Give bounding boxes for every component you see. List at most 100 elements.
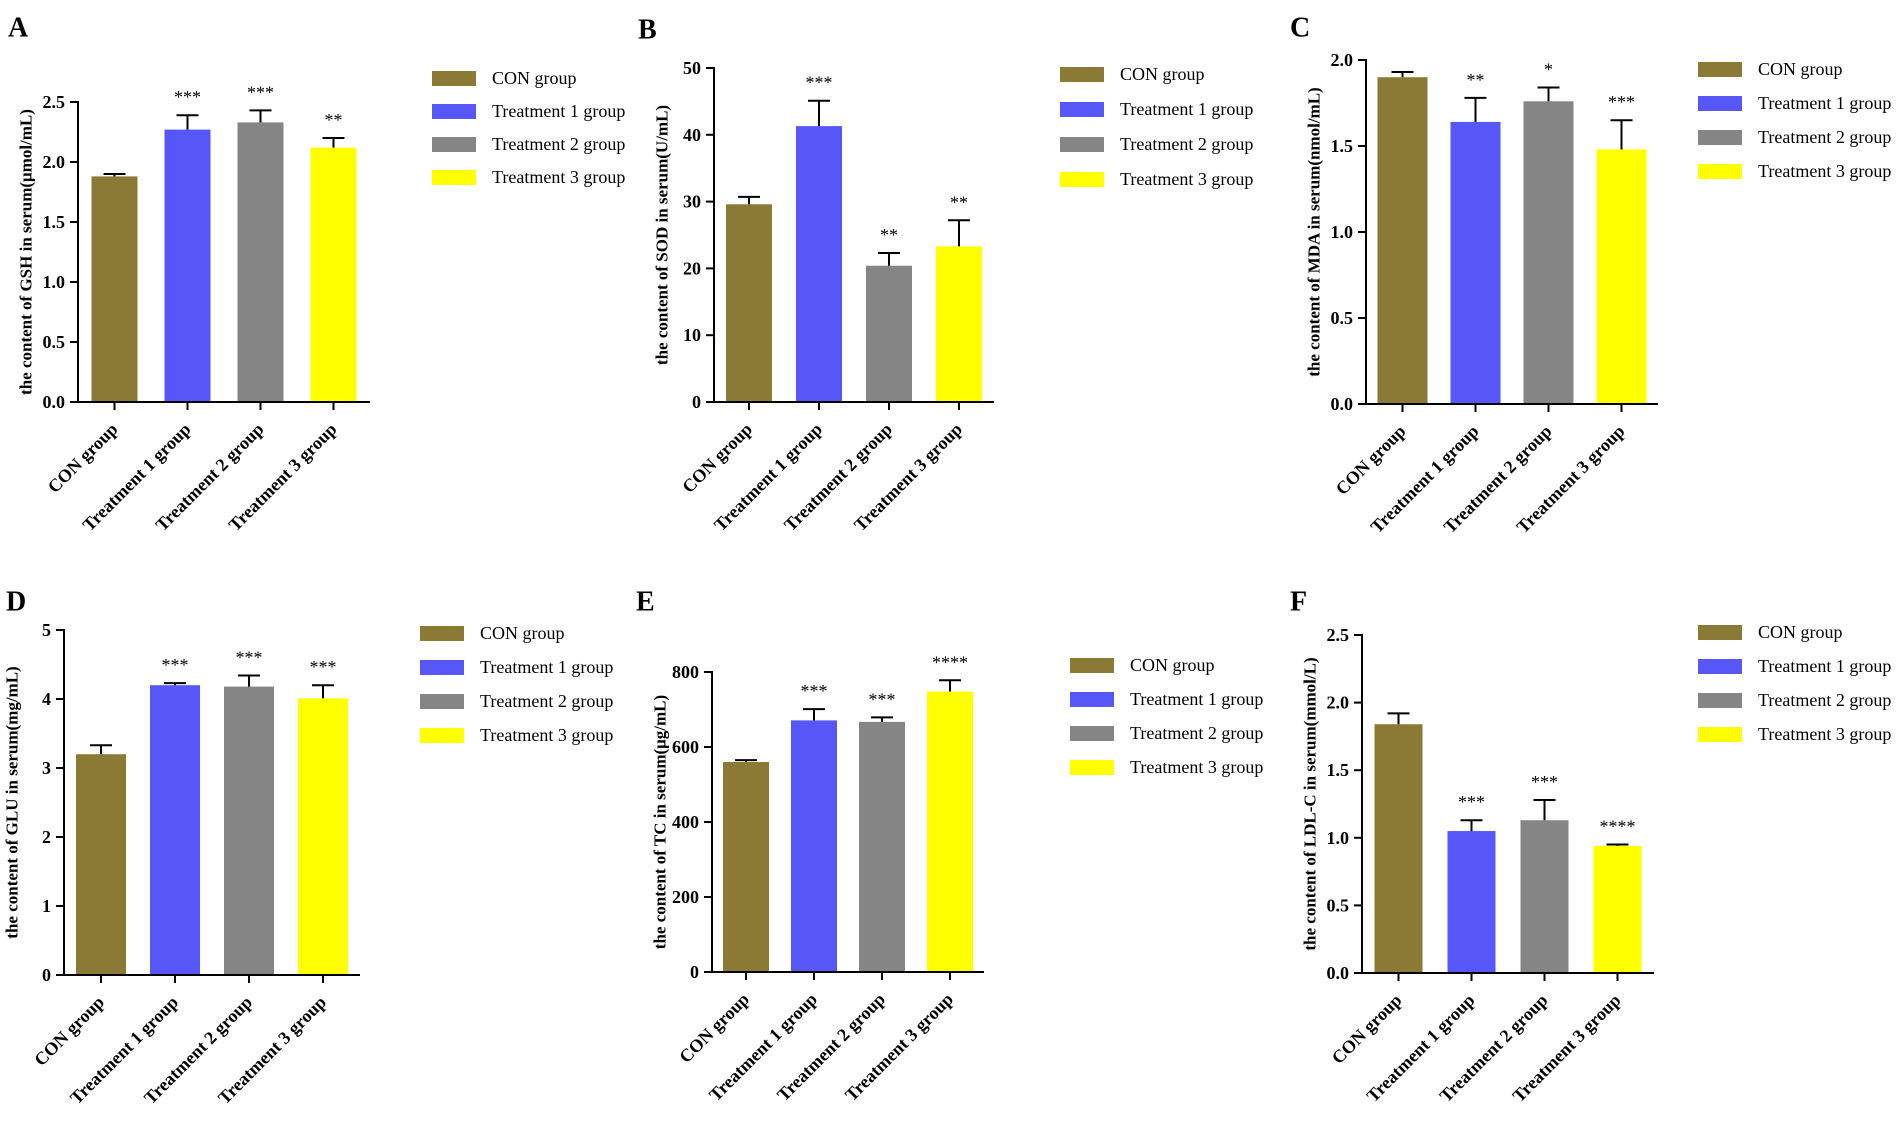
legend-label: Treatment 2 group xyxy=(1758,690,1891,710)
y-tick-label: 2.0 xyxy=(43,152,66,172)
legend-label: CON group xyxy=(1120,64,1205,84)
legend-label: Treatment 1 group xyxy=(1758,93,1891,113)
legend-swatch xyxy=(1698,659,1742,674)
legend-swatch xyxy=(1698,62,1742,77)
y-tick-label: 0.5 xyxy=(43,332,66,352)
significance-label: **** xyxy=(932,652,968,672)
bar xyxy=(91,176,138,402)
y-tick-label: 1.0 xyxy=(43,272,66,292)
legend-label: CON group xyxy=(1758,622,1843,642)
y-tick-label: 1.0 xyxy=(1327,828,1350,848)
y-axis-title: the content of LDL-C in serum(mmol/L) xyxy=(1301,657,1320,950)
legend-swatch xyxy=(1698,96,1742,111)
significance-label: **** xyxy=(1600,817,1636,837)
legend-swatch xyxy=(432,71,476,86)
bar xyxy=(150,685,200,975)
bar xyxy=(1593,845,1642,973)
significance-label: *** xyxy=(236,648,263,668)
legend-label: CON group xyxy=(1130,655,1215,675)
legend-label: Treatment 3 group xyxy=(1130,757,1263,777)
legend-swatch xyxy=(432,104,476,119)
panel-label: A xyxy=(8,13,29,44)
significance-label: *** xyxy=(310,657,337,677)
y-tick-label: 200 xyxy=(672,887,699,907)
bar xyxy=(76,754,126,975)
significance-label: * xyxy=(1544,60,1553,80)
legend-swatch xyxy=(1698,727,1742,742)
y-tick-label: 2.5 xyxy=(1327,625,1350,645)
legend-swatch xyxy=(1070,692,1114,707)
significance-label: ** xyxy=(880,225,898,245)
significance-label: *** xyxy=(1531,772,1558,792)
y-tick-label: 0 xyxy=(690,962,699,982)
y-tick-label: 1.5 xyxy=(1327,760,1350,780)
significance-label: *** xyxy=(1608,92,1635,112)
significance-label: ** xyxy=(1467,70,1485,90)
y-tick-label: 0 xyxy=(42,965,51,985)
y-tick-label: 5 xyxy=(42,620,51,640)
y-tick-label: 2.5 xyxy=(43,92,66,112)
x-tick-label: CON group xyxy=(1328,990,1406,1068)
y-axis-title: the content of MDA in serum(nmol/mL) xyxy=(1305,87,1324,376)
y-tick-label: 0.0 xyxy=(1327,963,1350,983)
legend-swatch xyxy=(1060,67,1104,82)
y-tick-label: 1 xyxy=(42,896,51,916)
significance-label: *** xyxy=(1458,792,1485,812)
legend-label: Treatment 3 group xyxy=(1120,169,1253,189)
legend-swatch xyxy=(1698,164,1742,179)
legend-swatch xyxy=(1070,658,1114,673)
legend-label: Treatment 1 group xyxy=(1130,689,1263,709)
legend-label: Treatment 2 group xyxy=(1120,134,1253,154)
y-tick-label: 600 xyxy=(672,737,699,757)
legend-label: CON group xyxy=(1758,59,1843,79)
bar xyxy=(1377,77,1428,404)
legend-label: Treatment 3 group xyxy=(492,167,625,187)
y-tick-label: 2.0 xyxy=(1327,693,1350,713)
y-tick-label: 0.5 xyxy=(1331,308,1354,328)
legend-label: Treatment 2 group xyxy=(480,691,613,711)
legend-label: Treatment 1 group xyxy=(1120,99,1253,119)
y-tick-label: 0.0 xyxy=(1331,394,1354,414)
bar xyxy=(936,246,982,402)
bar xyxy=(866,265,912,402)
bar xyxy=(237,122,284,403)
significance-label: *** xyxy=(247,82,274,102)
y-tick-label: 4 xyxy=(42,689,51,709)
y-tick-label: 0.5 xyxy=(1327,895,1350,915)
panel-label: C xyxy=(1290,13,1310,44)
bar xyxy=(1520,820,1569,973)
legend-swatch xyxy=(1060,102,1104,117)
legend-label: Treatment 2 group xyxy=(1758,127,1891,147)
y-tick-label: 0.0 xyxy=(43,392,66,412)
legend-label: CON group xyxy=(492,68,577,88)
significance-label: ** xyxy=(325,110,343,130)
legend-swatch xyxy=(1060,137,1104,152)
legend-swatch xyxy=(1698,130,1742,145)
legend-swatch xyxy=(1070,760,1114,775)
legend-swatch xyxy=(1698,693,1742,708)
legend-label: CON group xyxy=(480,623,565,643)
legend-swatch xyxy=(1070,726,1114,741)
bar xyxy=(1596,149,1647,404)
bar xyxy=(224,686,274,975)
y-tick-label: 0 xyxy=(692,392,701,412)
bar xyxy=(791,720,837,972)
y-tick-label: 40 xyxy=(683,125,701,145)
y-tick-label: 400 xyxy=(672,812,699,832)
panel-label: E xyxy=(636,587,655,618)
bar xyxy=(1374,724,1423,973)
bar xyxy=(859,721,905,972)
y-tick-label: 50 xyxy=(683,58,701,78)
y-tick-label: 10 xyxy=(683,325,701,345)
legend-label: Treatment 3 group xyxy=(480,725,613,745)
y-tick-label: 1.5 xyxy=(1331,136,1354,156)
legend-swatch xyxy=(420,626,464,641)
panel-label: F xyxy=(1290,587,1307,618)
y-tick-label: 2.0 xyxy=(1331,50,1354,70)
significance-label: *** xyxy=(801,681,828,701)
bar xyxy=(927,691,973,972)
